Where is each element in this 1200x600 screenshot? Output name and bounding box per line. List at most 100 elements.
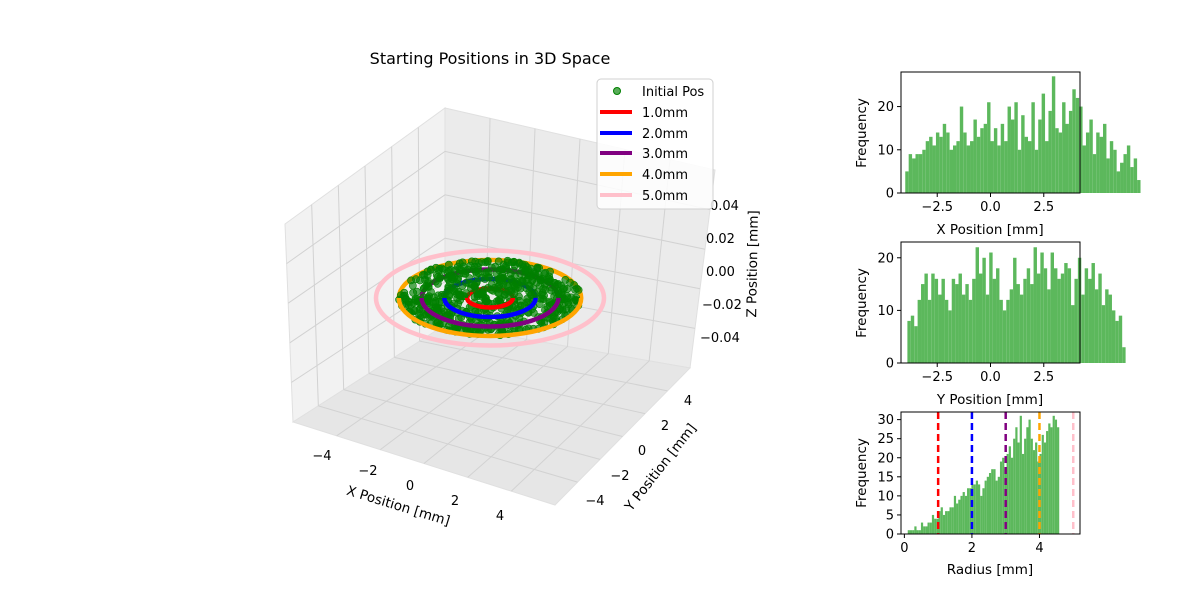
hist-bar: [980, 495, 983, 535]
legend-label-4mm: 4.0mm: [642, 168, 688, 183]
scatter-point: [557, 288, 565, 297]
y-tick-label: −4: [585, 494, 604, 509]
hist-bar: [1098, 273, 1102, 363]
hist-bar: [1023, 278, 1027, 363]
x-tick-label: −2: [358, 464, 377, 479]
hist-bar: [942, 123, 947, 193]
hist-bar: [1074, 278, 1078, 363]
hist-bar: [1036, 273, 1041, 363]
histogram-y: −2.5 0.0 2.5 0 10 20 Y Position [mm] Frequenc…: [854, 241, 1126, 408]
hist-bar: [973, 119, 977, 193]
legend-label-3mm: 3.0mm: [642, 147, 688, 162]
hist-bar: [972, 278, 976, 363]
hist-bar: [1040, 252, 1044, 363]
hist-bar: [944, 299, 949, 363]
y-tick-label: 20: [877, 451, 894, 466]
histogram-radius: 0 2 4 0 5 10 15 20 25 30 Radius [mm] Frequency: [854, 411, 1081, 578]
hist-bar: [1118, 315, 1123, 363]
hist-x-xlabel: X Position [mm]: [936, 222, 1043, 238]
hist-bar: [985, 294, 990, 363]
hist-bar: [938, 511, 941, 535]
hist-bar: [1122, 347, 1126, 363]
hist-bar: [1060, 273, 1065, 363]
scatter-point: [487, 263, 496, 272]
hist-bar: [953, 495, 957, 535]
panel-3d-scatter: Starting Positions in 3D Space −4−2024−4…: [284, 49, 762, 530]
hist-bar: [1106, 158, 1110, 193]
hist-bar: [996, 268, 1000, 363]
hist-bar: [1126, 145, 1131, 193]
hist-bar: [1013, 438, 1016, 534]
y-tick-label: 0: [886, 187, 894, 202]
hist-bar: [1045, 141, 1049, 193]
hist-bar: [956, 141, 960, 193]
scatter-point: [476, 290, 484, 299]
hist-bar: [932, 145, 936, 193]
hist-bar: [908, 154, 913, 193]
x-tick-label: 0.0: [980, 370, 1001, 385]
scatter-point: [563, 285, 572, 293]
hist-bar: [993, 128, 998, 193]
scatter-point: [412, 287, 421, 296]
hist-bar: [1047, 289, 1051, 363]
hist-bar: [958, 273, 962, 363]
legend-label-2mm: 2.0mm: [642, 127, 688, 142]
hist-bar: [918, 154, 923, 193]
hist-bar: [918, 530, 921, 534]
hist-bar: [1055, 128, 1059, 193]
scatter-point: [455, 259, 464, 268]
hist-bar: [951, 507, 954, 534]
z-tick-label: 0.02: [706, 232, 735, 247]
hist-bar: [1030, 284, 1034, 363]
hist-bar: [1021, 453, 1025, 534]
hist-bar: [1019, 294, 1024, 363]
hist-bar: [968, 299, 973, 363]
hist-bar: [1064, 263, 1068, 363]
hist-bar: [1115, 320, 1119, 363]
hist-frame: [900, 411, 1081, 535]
scatter-point: [458, 282, 467, 290]
scatter-point: [467, 257, 476, 266]
y-tick-label: −2: [610, 469, 629, 484]
scatter-point: [522, 276, 531, 284]
x-tick-label: 2.5: [1033, 370, 1054, 385]
hist-bar: [1000, 123, 1005, 193]
hist-bar: [961, 294, 966, 363]
hist-bar: [973, 484, 976, 534]
hist-bar: [989, 252, 993, 363]
hist-bar: [1120, 162, 1124, 193]
hist-bar: [978, 273, 983, 363]
hist-bar: [986, 476, 989, 534]
hist-bar: [1113, 149, 1117, 193]
hist-bar: [982, 488, 985, 534]
x-tick-label: 2.5: [1033, 200, 1054, 215]
scatter-point: [561, 275, 570, 284]
x-tick-label: 2: [451, 494, 459, 509]
scatter-point: [434, 291, 442, 300]
scatter-point: [447, 271, 456, 280]
hist-bar: [980, 128, 984, 193]
scatter-point: [515, 259, 524, 268]
ring-5.0mm-front: [373, 297, 607, 348]
hist-bar: [1010, 457, 1014, 534]
z-tick-label: 0.00: [706, 265, 735, 280]
scatter-point: [540, 276, 549, 285]
hist-bar: [975, 247, 979, 363]
scatter-point: [435, 264, 444, 273]
hist-bar: [1030, 438, 1033, 534]
hist-bar: [939, 136, 943, 193]
hist-bar: [997, 145, 1001, 193]
hist-bar: [1028, 419, 1031, 535]
hist-bar: [999, 461, 1003, 534]
y-tick-label: 0: [886, 528, 894, 543]
hist-bar: [1024, 136, 1029, 193]
hist-bar: [925, 526, 928, 535]
hist-bar: [1019, 415, 1022, 534]
hist-bar: [1046, 431, 1049, 534]
hist-bar: [1033, 247, 1037, 363]
hist-bar: [997, 476, 1000, 534]
hist-bar: [935, 132, 940, 193]
hist-bar: [927, 522, 930, 534]
